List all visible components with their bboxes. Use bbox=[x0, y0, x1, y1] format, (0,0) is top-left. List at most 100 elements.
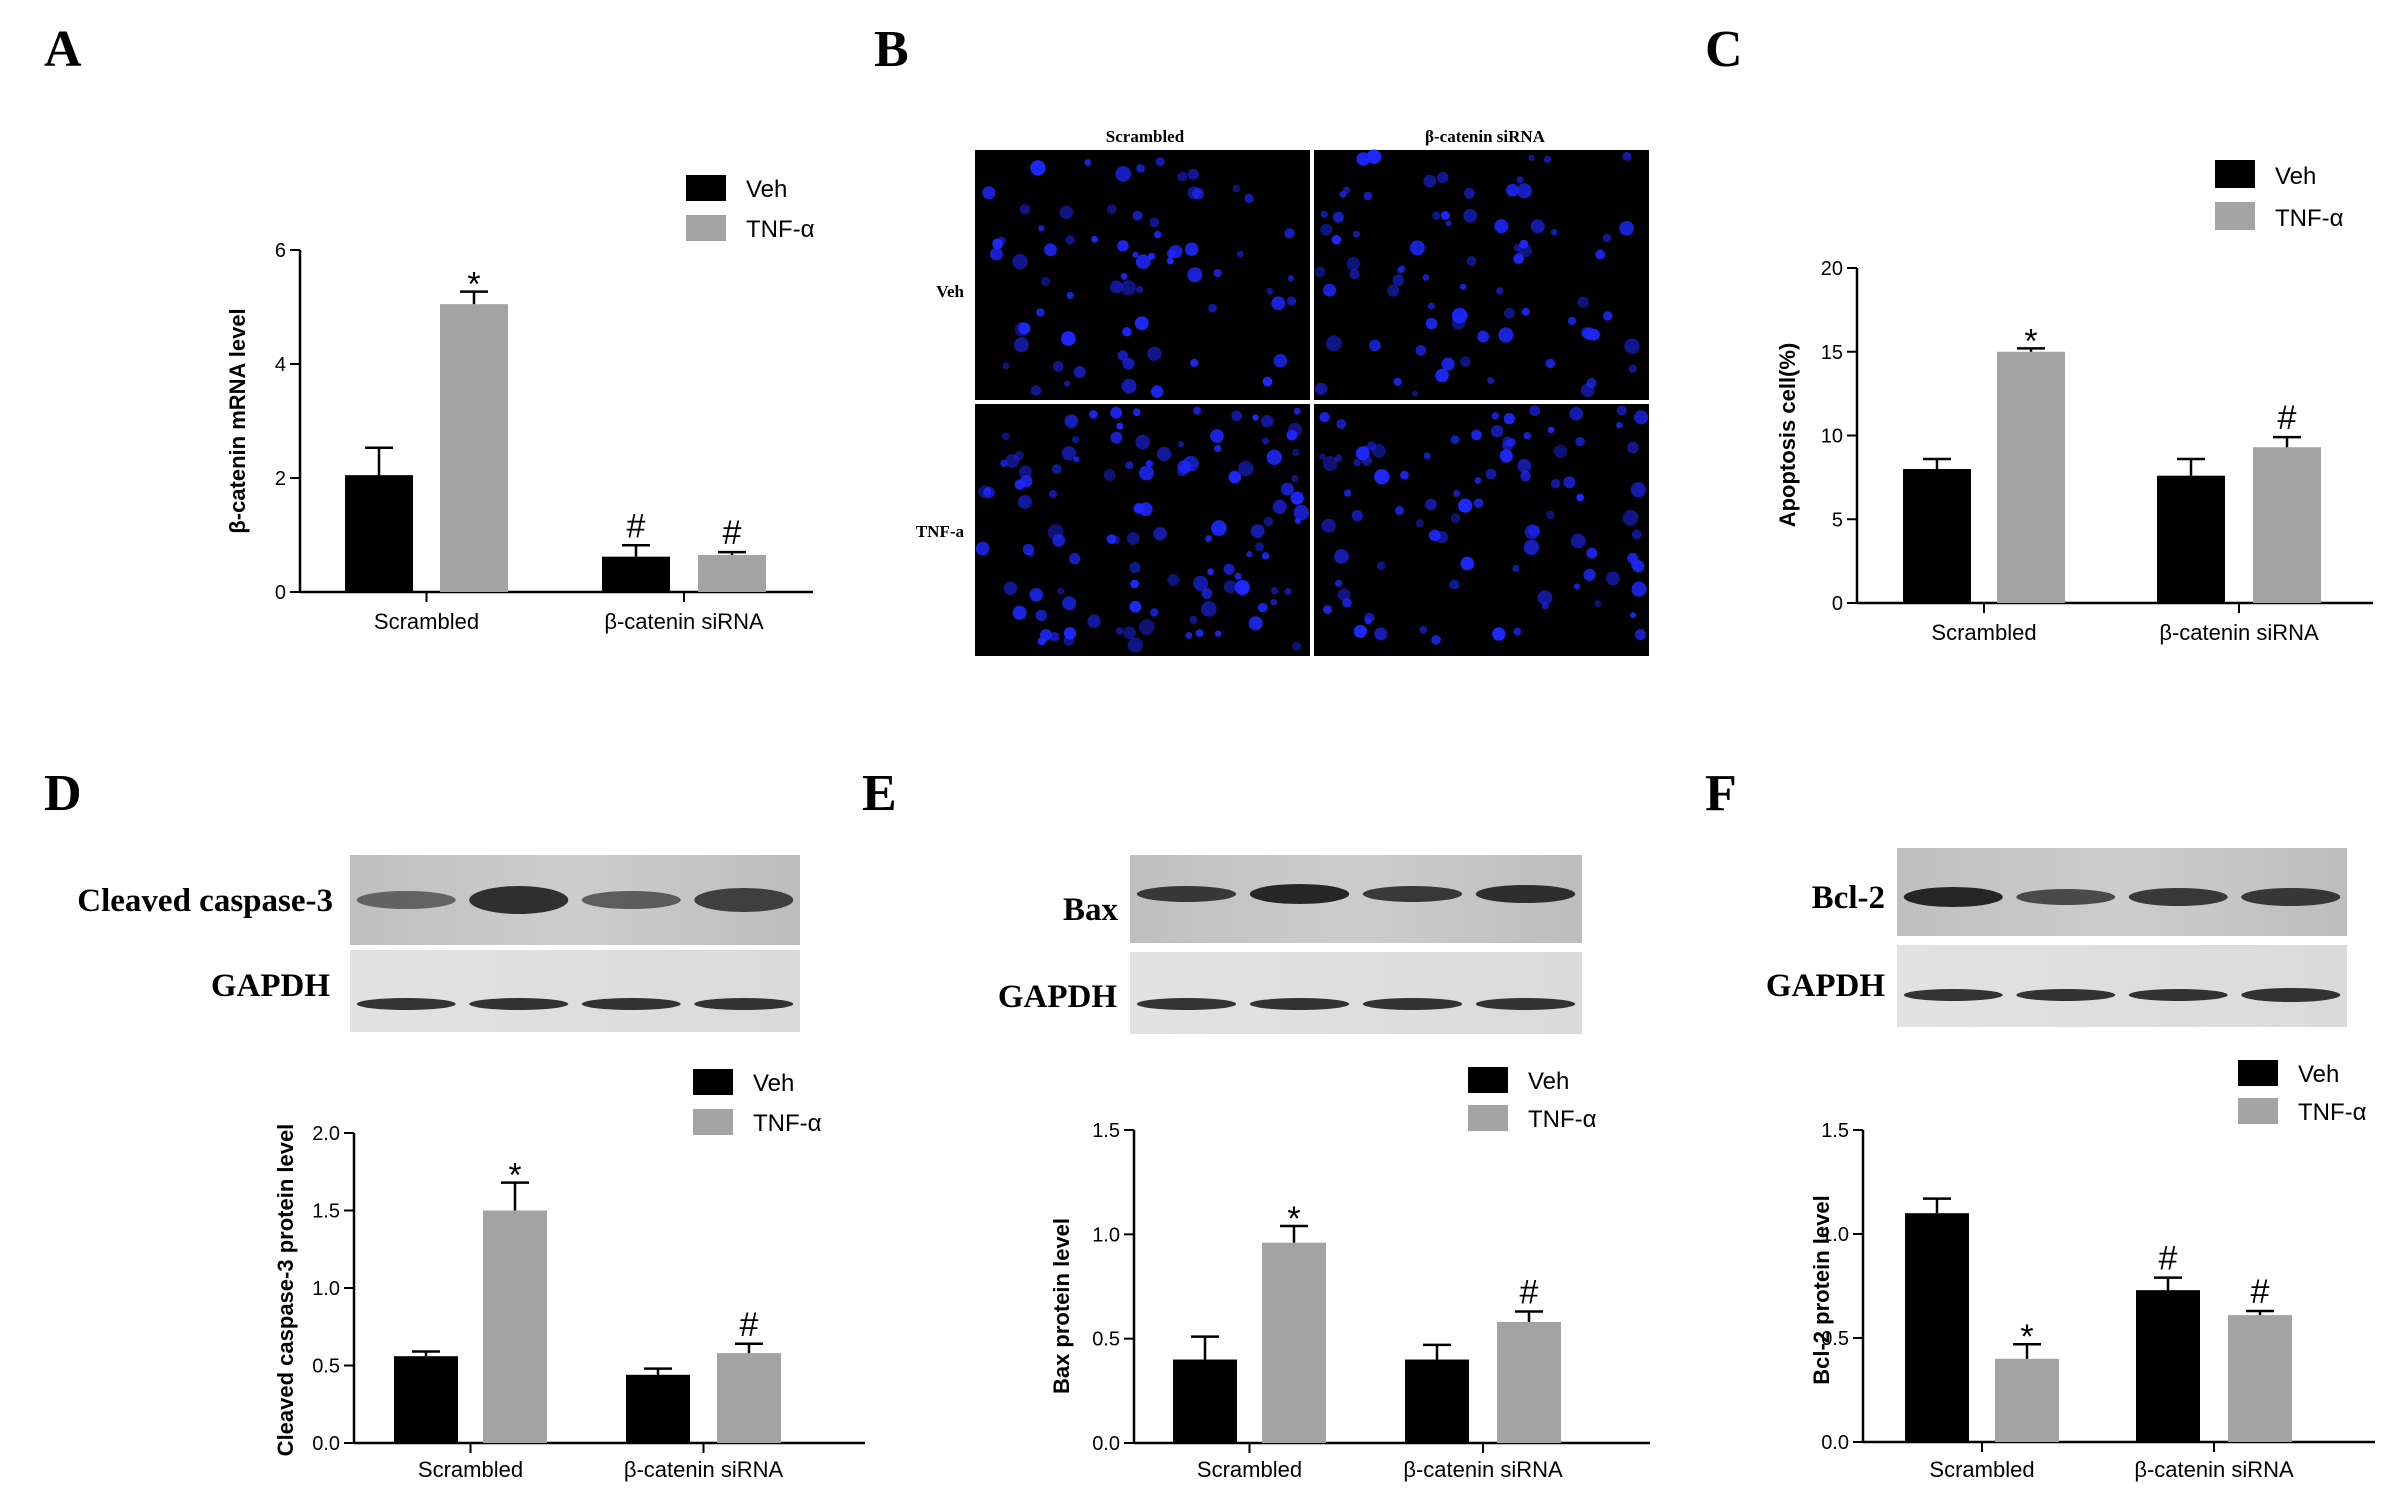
y-tick-label: 2 bbox=[275, 468, 286, 490]
nucleus bbox=[1292, 641, 1301, 651]
nucleus bbox=[1122, 327, 1132, 337]
nucleus bbox=[1120, 273, 1128, 280]
nucleus bbox=[1314, 266, 1326, 278]
nucleus bbox=[1018, 322, 1031, 335]
nucleus bbox=[1322, 456, 1338, 472]
chart-f: 0.0 0.5 1.0 1.5 Bcl-2 protein level Scrambled… bbox=[1809, 1060, 2375, 1482]
nucleus bbox=[1521, 307, 1530, 316]
nucleus bbox=[1270, 587, 1279, 595]
legend-swatch-tnf bbox=[1468, 1105, 1508, 1131]
nucleus bbox=[1622, 151, 1632, 162]
nucleus bbox=[1201, 588, 1213, 599]
nucleus bbox=[1630, 558, 1642, 570]
bar-veh bbox=[1905, 1213, 1969, 1442]
nucleus bbox=[1320, 223, 1333, 236]
y-tick-label: 6 bbox=[275, 240, 286, 262]
nucleus bbox=[1293, 407, 1301, 415]
y-tick-label: 0.5 bbox=[312, 1356, 340, 1378]
y-tick-label: 4 bbox=[275, 354, 286, 376]
nucleus bbox=[1545, 358, 1556, 369]
blot-e: Bax GAPDH bbox=[998, 855, 1582, 1034]
nucleus bbox=[1594, 600, 1602, 608]
nucleus bbox=[1586, 378, 1597, 389]
y-tick-label: 0.0 bbox=[1821, 1432, 1849, 1454]
nucleus bbox=[1246, 551, 1253, 558]
nucleus bbox=[1205, 535, 1213, 543]
blot-band bbox=[1475, 885, 1576, 903]
nucleus bbox=[1150, 608, 1159, 617]
nucleus bbox=[1091, 235, 1098, 243]
x-category-label: Scrambled bbox=[418, 1457, 523, 1482]
blot-band bbox=[1249, 884, 1350, 904]
nucleus bbox=[1250, 524, 1265, 539]
chart-c: 0 5 10 15 20 Apoptosis cell(%) Scrambled β-cate… bbox=[1775, 160, 2373, 645]
blot-label-cleaved-caspase-3: Cleaved caspase-3 bbox=[77, 883, 333, 919]
blot-bands-d bbox=[356, 886, 794, 1010]
nucleus bbox=[1020, 475, 1033, 488]
legend-swatch-tnf bbox=[686, 215, 726, 241]
nucleus bbox=[1293, 504, 1310, 521]
nucleus bbox=[1419, 625, 1428, 634]
nucleus bbox=[1192, 575, 1209, 591]
significance-hash: # bbox=[2278, 399, 2297, 437]
nucleus bbox=[1068, 552, 1081, 565]
nucleus bbox=[1624, 338, 1640, 354]
nucleus bbox=[1453, 489, 1461, 497]
y-tick-label: 1.5 bbox=[1092, 1120, 1120, 1142]
nucleus bbox=[1061, 446, 1077, 461]
y-tick-label: 1.5 bbox=[1821, 1120, 1849, 1142]
blot-image-gapdh-f bbox=[1897, 945, 2347, 1027]
chart-e: 0.0 0.5 1.0 1.5 Bax protein level Scrambled β-… bbox=[1049, 1067, 1650, 1482]
nucleus bbox=[1123, 626, 1136, 640]
nucleus bbox=[1014, 451, 1024, 461]
nucleus bbox=[1361, 455, 1373, 467]
bar-veh bbox=[1405, 1359, 1469, 1443]
nucleus bbox=[1284, 587, 1292, 595]
nucleus bbox=[1321, 518, 1336, 533]
nucleus bbox=[1343, 489, 1352, 497]
nucleus bbox=[1036, 308, 1045, 317]
nucleus bbox=[1336, 419, 1347, 429]
nucleus bbox=[1616, 405, 1627, 416]
nucleus bbox=[1260, 414, 1274, 428]
nucleus bbox=[1129, 600, 1142, 613]
nucleus bbox=[1155, 157, 1165, 167]
nucleus bbox=[1049, 490, 1058, 499]
nucleus bbox=[1550, 478, 1561, 489]
bar-tnf bbox=[1497, 1321, 1561, 1443]
nucleus bbox=[1064, 380, 1071, 387]
blot-label-bax: Bax bbox=[1063, 892, 1119, 928]
nucleus bbox=[1166, 257, 1174, 265]
blot-label-gapdh-f: GAPDH bbox=[1766, 968, 1885, 1004]
blot-band bbox=[356, 891, 456, 909]
nucleus bbox=[1052, 361, 1064, 372]
nucleus bbox=[1002, 362, 1010, 370]
nucleus bbox=[1393, 377, 1402, 386]
nucleus bbox=[1505, 183, 1519, 197]
nucleus bbox=[1228, 470, 1242, 484]
nucleus bbox=[1106, 534, 1117, 544]
nucleus bbox=[1041, 277, 1051, 287]
nucleus bbox=[1634, 629, 1646, 641]
legend-label-tnf: TNF-α bbox=[753, 1110, 822, 1137]
nucleus bbox=[1530, 219, 1545, 234]
nucleus bbox=[1120, 280, 1136, 296]
blot-band bbox=[469, 998, 569, 1010]
nucleus bbox=[1528, 154, 1535, 161]
nucleus bbox=[1563, 476, 1576, 489]
image-col-label-sirna: β-catenin siRNA bbox=[1425, 127, 1546, 146]
nucleus bbox=[1412, 390, 1419, 397]
nucleus bbox=[1619, 220, 1635, 236]
legend-swatch-tnf bbox=[693, 1109, 733, 1135]
y-tick-label: 10 bbox=[1821, 426, 1843, 448]
nucleus bbox=[1400, 470, 1409, 480]
nucleus bbox=[1415, 519, 1425, 528]
nucleus bbox=[1049, 631, 1060, 642]
nucleus bbox=[1145, 460, 1153, 468]
blot-band bbox=[2016, 989, 2116, 1001]
nucleus bbox=[1395, 505, 1404, 515]
nucleus bbox=[1586, 547, 1598, 559]
y-tick-label: 0.5 bbox=[1092, 1329, 1120, 1351]
nucleus bbox=[1322, 283, 1337, 297]
chart-a: 0 2 4 6 β-catenin mRNA level Scrambled β-caten… bbox=[225, 175, 815, 634]
